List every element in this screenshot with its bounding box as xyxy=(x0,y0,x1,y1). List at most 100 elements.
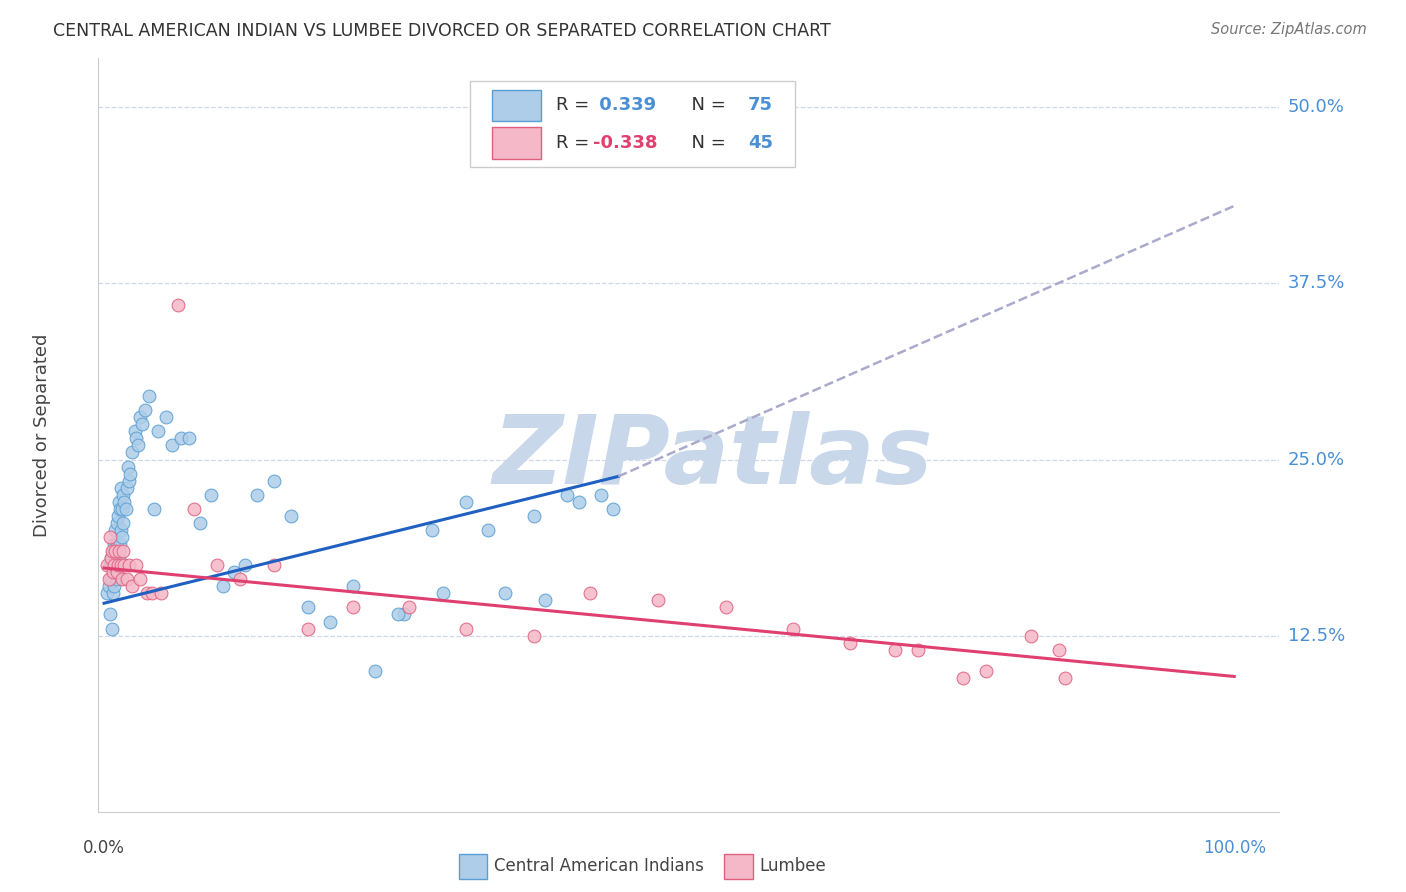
Point xyxy=(111,530,134,544)
Text: Central American Indians: Central American Indians xyxy=(494,857,704,875)
Point xyxy=(884,642,907,657)
Point xyxy=(104,565,127,579)
Point xyxy=(141,586,163,600)
Point xyxy=(263,474,285,488)
Point xyxy=(101,586,124,600)
Point xyxy=(136,586,159,600)
Text: 50.0%: 50.0% xyxy=(1288,98,1344,116)
Point xyxy=(112,544,135,558)
Point xyxy=(364,664,387,678)
Point xyxy=(98,607,121,622)
Text: Lumbee: Lumbee xyxy=(759,857,827,875)
Point xyxy=(454,495,477,509)
Point xyxy=(211,579,233,593)
Point xyxy=(110,558,132,573)
Point xyxy=(115,481,138,495)
Point xyxy=(494,586,516,600)
Point xyxy=(246,488,269,502)
Point xyxy=(97,572,120,586)
Point xyxy=(124,425,146,439)
Point xyxy=(96,558,118,573)
Point xyxy=(107,558,129,573)
FancyBboxPatch shape xyxy=(724,854,752,879)
Point xyxy=(105,565,128,579)
Point xyxy=(104,544,127,558)
Point xyxy=(111,501,134,516)
Text: R =: R = xyxy=(555,134,595,153)
Text: -0.338: -0.338 xyxy=(593,134,658,153)
Point xyxy=(103,579,125,593)
Point xyxy=(107,558,129,573)
Point xyxy=(115,572,138,586)
Point xyxy=(782,622,804,636)
Point xyxy=(98,558,121,573)
Point xyxy=(134,403,156,417)
Point xyxy=(319,615,342,629)
Point xyxy=(107,544,129,558)
Point xyxy=(112,516,135,530)
Point xyxy=(107,508,129,523)
Point xyxy=(183,501,205,516)
Point xyxy=(522,629,544,643)
Point xyxy=(101,544,124,558)
Point xyxy=(104,544,127,558)
Point xyxy=(1019,629,1042,643)
Point xyxy=(101,622,124,636)
Point xyxy=(647,593,669,607)
Point xyxy=(170,431,193,445)
Point xyxy=(200,488,222,502)
Text: CENTRAL AMERICAN INDIAN VS LUMBEE DIVORCED OR SEPARATED CORRELATION CHART: CENTRAL AMERICAN INDIAN VS LUMBEE DIVORC… xyxy=(53,22,831,40)
Point xyxy=(233,558,256,573)
Point xyxy=(131,417,153,432)
Point xyxy=(280,508,302,523)
Text: 100.0%: 100.0% xyxy=(1202,839,1265,857)
Point xyxy=(142,501,165,516)
Point xyxy=(714,600,737,615)
Point xyxy=(148,425,170,439)
Point xyxy=(118,558,141,573)
Point xyxy=(125,558,148,573)
Point xyxy=(96,586,118,600)
Point xyxy=(129,410,152,425)
Point xyxy=(342,579,364,593)
Point xyxy=(420,523,443,537)
Point xyxy=(222,565,245,579)
Point xyxy=(839,635,862,649)
Point xyxy=(101,565,124,579)
Point xyxy=(114,501,136,516)
Text: 12.5%: 12.5% xyxy=(1288,626,1346,645)
Point xyxy=(454,622,477,636)
Point xyxy=(974,664,997,678)
Point xyxy=(107,551,129,566)
Point xyxy=(155,410,177,425)
Text: 45: 45 xyxy=(748,134,773,153)
Text: ZIPatlas: ZIPatlas xyxy=(492,411,932,504)
Point xyxy=(103,537,125,551)
Point xyxy=(110,481,132,495)
FancyBboxPatch shape xyxy=(458,854,486,879)
Point xyxy=(228,572,250,586)
Point xyxy=(107,495,129,509)
FancyBboxPatch shape xyxy=(492,128,541,159)
Text: 75: 75 xyxy=(748,96,773,114)
Point xyxy=(432,586,454,600)
Point xyxy=(398,600,420,615)
Point xyxy=(112,558,135,573)
Point xyxy=(105,572,128,586)
Point xyxy=(166,297,188,311)
Point xyxy=(121,579,143,593)
Point xyxy=(117,459,139,474)
Point xyxy=(149,586,172,600)
Point xyxy=(108,501,131,516)
Point xyxy=(1047,642,1070,657)
Point xyxy=(125,431,148,445)
Text: 0.339: 0.339 xyxy=(593,96,657,114)
Point xyxy=(952,671,974,685)
Point xyxy=(129,572,152,586)
Point xyxy=(105,537,128,551)
Point xyxy=(127,438,149,452)
Point xyxy=(907,642,929,657)
Text: 25.0%: 25.0% xyxy=(1288,450,1346,468)
Text: 0.0%: 0.0% xyxy=(83,839,125,857)
Point xyxy=(112,488,135,502)
